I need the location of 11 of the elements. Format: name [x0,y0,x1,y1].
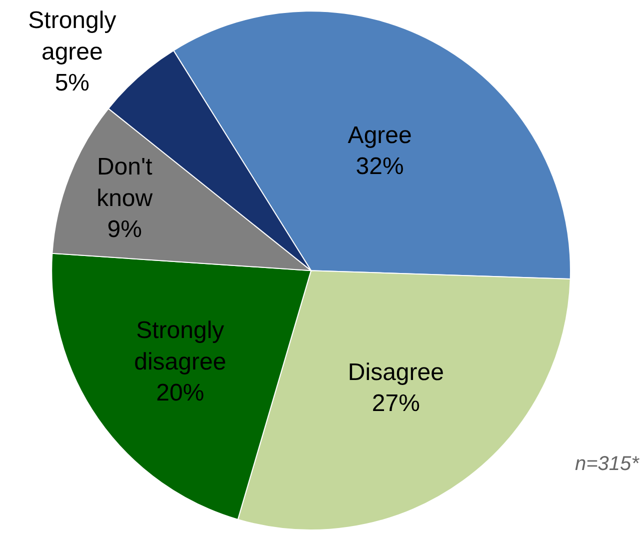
text: n=315* [575,453,640,475]
slice-label: Agree [348,122,412,150]
data-label: 5% [54,70,90,97]
slice-label: Disagree [348,358,444,386]
data-label: 9% [107,216,142,243]
data-label: 20% [156,380,204,407]
data-label: 32% [356,153,404,180]
slice-label: Strongly disagree [134,317,226,376]
slice-label: Strongly agree [28,7,116,66]
slice-label: Don't know [96,154,154,212]
data-label: 27% [372,390,420,418]
